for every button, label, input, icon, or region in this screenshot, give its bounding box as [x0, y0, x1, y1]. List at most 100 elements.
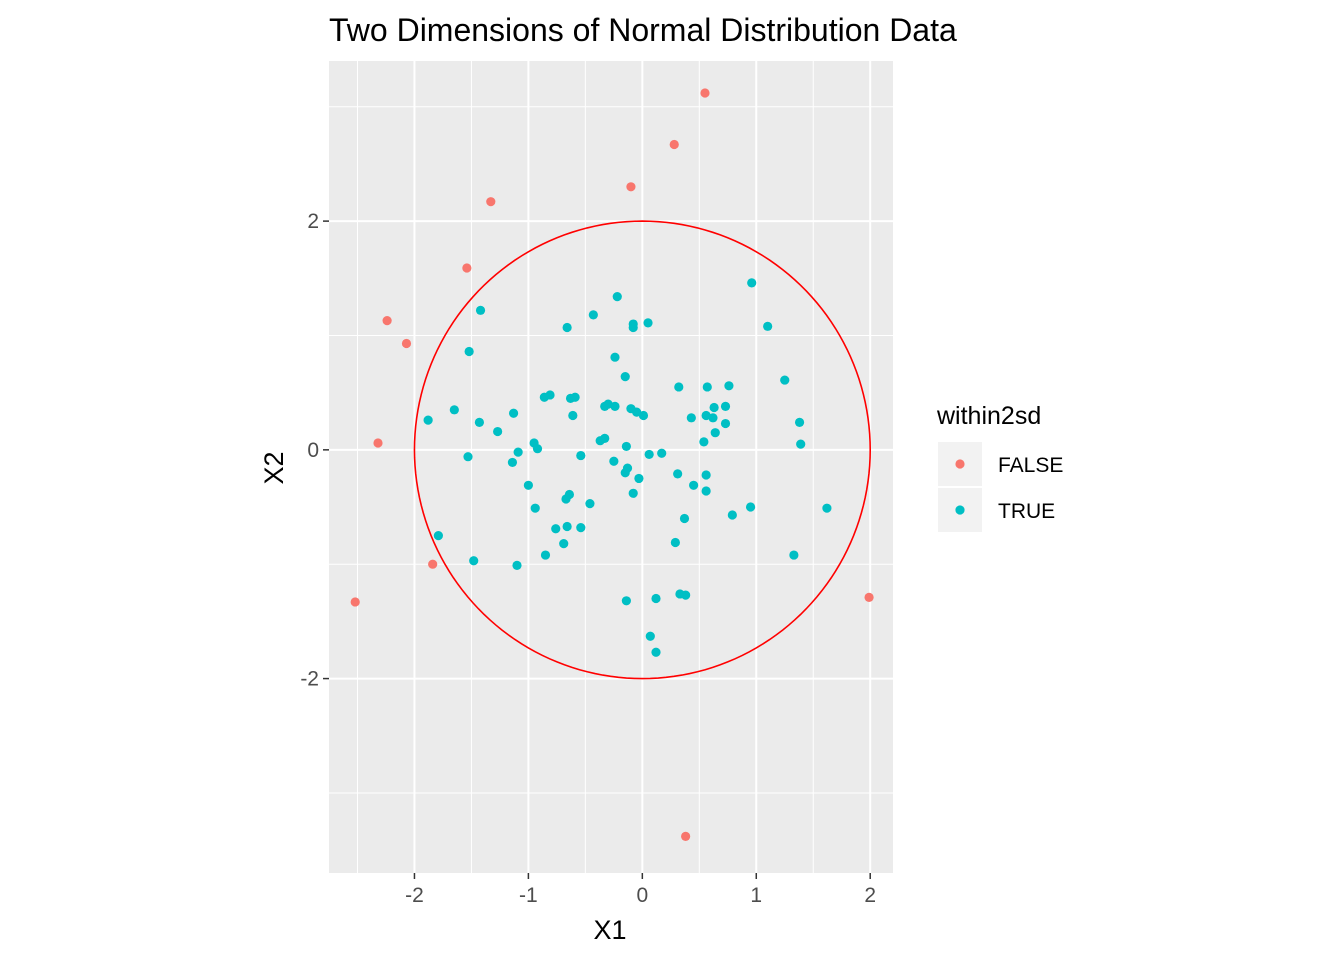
data-point-true	[638, 410, 649, 421]
data-point-true	[747, 278, 757, 288]
data-point-true	[763, 321, 773, 331]
data-point-true	[610, 401, 620, 411]
legend-label-false: FALSE	[998, 454, 1063, 477]
data-point-true	[651, 647, 661, 657]
data-point-true	[709, 402, 719, 413]
x-tick-label: 2	[864, 884, 876, 907]
data-point-true	[632, 407, 642, 417]
data-point-true	[780, 375, 790, 385]
data-point-true	[727, 510, 737, 520]
plot-panel	[329, 61, 893, 873]
data-point-true	[433, 531, 443, 541]
data-point-true	[600, 433, 610, 444]
data-point-true	[532, 444, 543, 454]
data-point-true	[794, 417, 805, 427]
data-point-true	[644, 449, 654, 460]
legend-swatch-false	[955, 459, 965, 469]
data-point-false	[350, 597, 360, 607]
data-point-true	[628, 488, 638, 498]
y-axis-title: X2	[259, 451, 289, 484]
data-point-true	[689, 480, 699, 490]
data-point-true	[551, 524, 561, 534]
y-tick-label: 2	[307, 210, 319, 233]
data-point-true	[720, 401, 731, 411]
data-point-true	[724, 381, 734, 391]
x-tick-label: -2	[405, 884, 424, 907]
data-point-false	[401, 338, 412, 349]
data-point-true	[562, 521, 572, 532]
legend: within2sd FALSE TRUE	[936, 402, 1063, 532]
data-point-true	[612, 291, 622, 302]
data-point-true	[469, 556, 479, 566]
data-point-true	[423, 415, 433, 425]
data-point-true	[710, 428, 720, 438]
points-layer	[350, 88, 874, 842]
data-point-true	[539, 392, 549, 402]
data-point-true	[657, 448, 667, 458]
data-point-true	[507, 457, 518, 468]
y-axis-ticks: -2 0 2	[300, 210, 329, 691]
data-point-true	[620, 468, 630, 478]
data-point-false	[486, 197, 496, 207]
data-point-true	[610, 352, 620, 362]
data-point-true	[621, 441, 631, 452]
data-point-true	[789, 550, 799, 560]
data-point-true	[570, 392, 580, 402]
data-point-true	[796, 439, 806, 449]
x-tick-label: -1	[519, 884, 538, 907]
data-point-false	[700, 88, 710, 98]
data-point-true	[463, 452, 473, 462]
data-point-true	[474, 417, 484, 427]
legend-entries: FALSE TRUE	[938, 442, 1063, 532]
legend-label-true: TRUE	[998, 500, 1055, 523]
legend-title: within2sd	[936, 402, 1041, 430]
circle-layer	[413, 220, 872, 680]
data-point-true	[576, 450, 586, 461]
data-point-true	[686, 413, 696, 423]
data-point-true	[645, 631, 655, 641]
data-point-false	[681, 831, 691, 842]
data-point-true	[559, 539, 569, 549]
data-point-true	[634, 473, 644, 484]
data-point-true	[673, 469, 683, 479]
data-point-true	[720, 418, 731, 429]
data-point-true	[464, 346, 474, 357]
x-axis-title: X1	[593, 915, 626, 945]
data-point-true	[679, 513, 690, 524]
data-point-true	[651, 593, 661, 604]
data-point-true	[576, 523, 586, 533]
minor-gridlines	[329, 61, 893, 873]
data-point-false	[428, 559, 438, 569]
data-point-true	[585, 498, 595, 509]
data-point-true	[449, 405, 459, 415]
data-point-true	[643, 318, 653, 328]
data-point-true	[699, 437, 709, 447]
data-point-true	[568, 410, 578, 421]
data-point-false	[462, 263, 472, 273]
data-point-true	[681, 590, 691, 600]
data-point-true	[493, 426, 503, 437]
data-point-true	[588, 310, 598, 320]
x-tick-label: 1	[750, 884, 762, 907]
data-point-false	[626, 182, 636, 192]
data-point-true	[620, 372, 630, 382]
data-point-true	[600, 401, 610, 411]
data-point-true	[708, 413, 718, 423]
chart-title: Two Dimensions of Normal Distribution Da…	[329, 12, 957, 48]
data-point-true	[562, 322, 572, 333]
data-point-true	[670, 537, 680, 548]
data-point-true	[523, 480, 533, 490]
x-axis-ticks: -2 -1 0 1 2	[405, 873, 876, 907]
data-point-true	[745, 502, 756, 512]
data-point-true	[508, 408, 519, 418]
data-point-true	[701, 486, 711, 496]
data-point-true	[475, 305, 486, 315]
data-point-false	[864, 592, 874, 602]
reference-circle	[413, 220, 872, 680]
data-point-false	[382, 316, 392, 326]
data-point-true	[628, 322, 638, 333]
data-point-true	[674, 382, 684, 392]
data-point-true	[530, 503, 540, 513]
data-point-true	[621, 596, 631, 606]
